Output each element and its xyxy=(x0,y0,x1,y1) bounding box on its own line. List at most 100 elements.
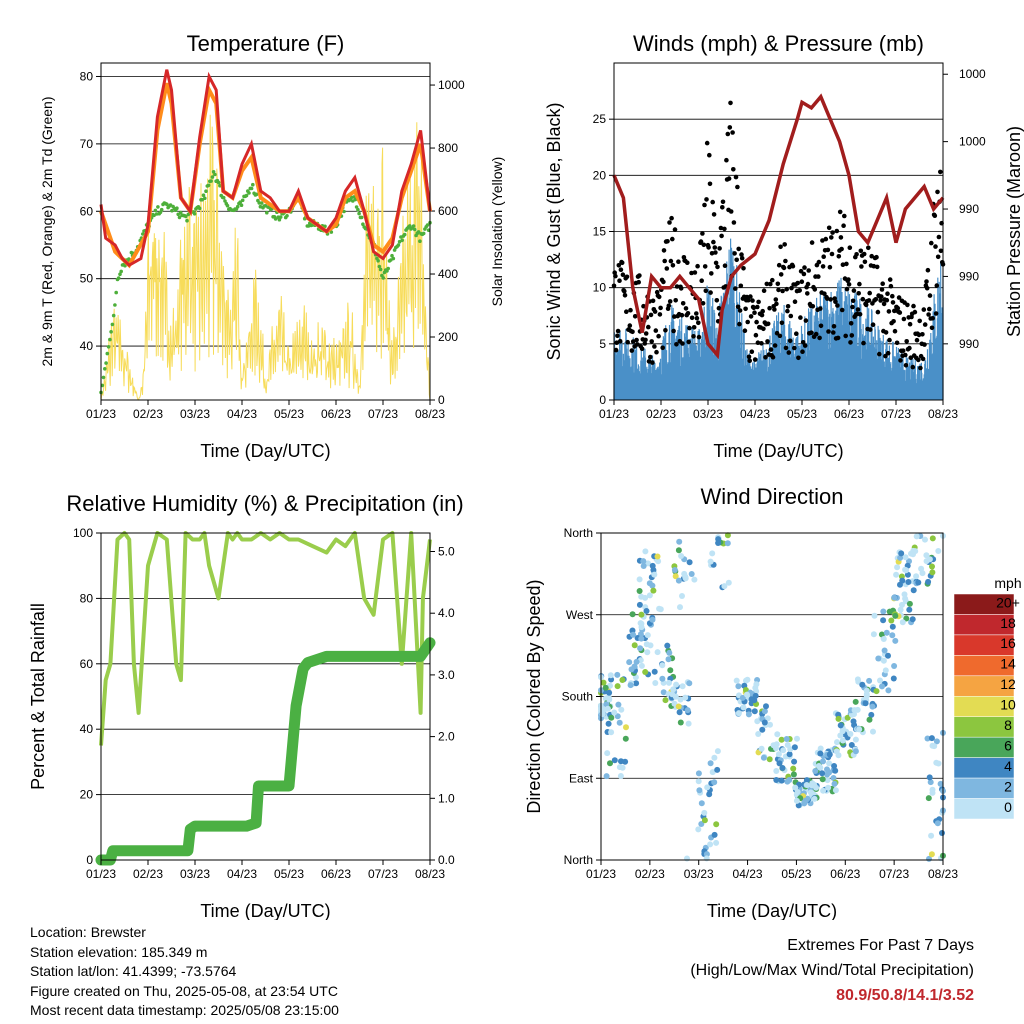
gust-point xyxy=(727,125,733,130)
dewpoint-point xyxy=(105,351,110,356)
wind-direction-point xyxy=(753,681,760,688)
wind-direction-point xyxy=(826,760,833,767)
gust-point xyxy=(874,264,880,270)
gust-point xyxy=(838,235,844,240)
gust-point xyxy=(672,314,677,319)
gust-point xyxy=(636,279,641,285)
wind-direction-point xyxy=(701,809,708,816)
pressure-ylabel: Station Pressure (Maroon) xyxy=(1004,126,1024,337)
direction-xtick-label: 08/23 xyxy=(928,867,958,881)
wind-direction-point xyxy=(786,751,793,758)
gust-point xyxy=(856,291,861,296)
wind-direction-point xyxy=(925,578,932,585)
wind-direction-point xyxy=(919,570,926,577)
gust-point xyxy=(933,244,938,249)
gust-point xyxy=(916,332,922,338)
colorbar-label: 10 xyxy=(1000,697,1016,713)
gust-point xyxy=(774,301,779,307)
wind-direction-point xyxy=(904,571,911,578)
gust-point xyxy=(831,330,836,335)
wind-xlabel: Time (Day/UTC) xyxy=(713,441,843,461)
gust-point xyxy=(745,319,750,325)
wind-direction-point xyxy=(824,777,831,784)
gust-point xyxy=(663,328,668,333)
gust-point xyxy=(785,308,790,314)
wind-xtick-label: 05/23 xyxy=(787,407,817,421)
wind-direction-point xyxy=(793,797,800,804)
colorbar-unit: mph xyxy=(994,575,1021,591)
gust-point xyxy=(652,344,657,349)
gust-point xyxy=(846,282,852,287)
gust-point xyxy=(660,345,665,351)
wind-direction-point xyxy=(604,750,611,757)
wind-direction-point xyxy=(891,594,898,601)
gust-point xyxy=(752,357,758,362)
precip-ytick-label: 4.0 xyxy=(438,606,455,620)
gust-point xyxy=(892,328,898,334)
wind-direction-point xyxy=(671,567,678,573)
dewpoint-point xyxy=(247,191,251,195)
precip-ytick-label: 2.0 xyxy=(438,730,455,744)
colorbar-label: 8 xyxy=(1004,717,1012,733)
wind-direction-point xyxy=(656,605,663,612)
dewpoint-point xyxy=(170,208,174,213)
wind-direction-point xyxy=(684,855,690,862)
gust-point xyxy=(792,345,797,351)
gust-point xyxy=(731,167,736,172)
wind-direction-point xyxy=(929,563,935,570)
wind-direction-point xyxy=(773,777,780,783)
gust-point xyxy=(839,246,844,252)
gust-point xyxy=(618,267,624,273)
wind-direction-point xyxy=(677,604,683,611)
wind-direction-point xyxy=(714,766,721,773)
dewpoint-point xyxy=(165,202,169,206)
gust-point xyxy=(620,272,626,278)
gust-point xyxy=(897,310,903,315)
gust-point xyxy=(661,248,667,253)
gust-point xyxy=(878,298,883,303)
gust-point xyxy=(670,263,676,268)
dewpoint-point xyxy=(390,253,394,258)
wind-direction-point xyxy=(633,658,640,665)
wind-direction-point xyxy=(644,632,651,639)
gust-point xyxy=(731,220,737,225)
wind-direction-point xyxy=(906,606,913,613)
solar-ytick-label: 200 xyxy=(438,330,458,344)
wind-direction-point xyxy=(654,649,661,656)
direction-xtick-label: 03/23 xyxy=(684,867,714,881)
gust-point xyxy=(839,307,845,313)
gust-point xyxy=(700,301,706,306)
wind-direction-point xyxy=(673,681,680,688)
pressure-ytick-label: 1000 xyxy=(959,67,986,81)
direction-xlabel: Time (Day/UTC) xyxy=(707,901,837,920)
wind-direction-point xyxy=(890,675,897,682)
wind-direction-point xyxy=(755,731,762,737)
dewpoint-point xyxy=(249,186,254,191)
gust-point xyxy=(776,262,782,268)
gust-point xyxy=(860,296,866,302)
wind-direction-point xyxy=(684,707,691,714)
gust-point xyxy=(709,271,714,276)
gust-point xyxy=(698,239,704,244)
gust-point xyxy=(696,320,701,326)
gust-point xyxy=(662,258,667,264)
rh-plot-frame xyxy=(100,532,431,861)
total-precip-line xyxy=(95,637,436,866)
wind-direction-point xyxy=(616,719,623,726)
temp-ytick-label: 70 xyxy=(80,137,94,151)
gust-point xyxy=(795,280,800,286)
wind-direction-point xyxy=(832,787,839,794)
wind-direction-point xyxy=(618,706,625,713)
wind-direction-point xyxy=(885,687,892,694)
gust-point xyxy=(895,305,901,311)
wind-direction-point xyxy=(724,532,731,539)
temp-xlabel: Time (Day/UTC) xyxy=(200,441,330,461)
wind-direction-point xyxy=(929,569,936,576)
wind-direction-point xyxy=(651,668,658,675)
wind-direction-point xyxy=(666,679,672,686)
gust-point xyxy=(806,268,811,273)
dewpoint-point xyxy=(361,222,365,226)
wind-xtick-label: 01/23 xyxy=(599,407,629,421)
temp-xtick-label: 04/23 xyxy=(227,407,257,421)
gust-point xyxy=(692,270,698,275)
